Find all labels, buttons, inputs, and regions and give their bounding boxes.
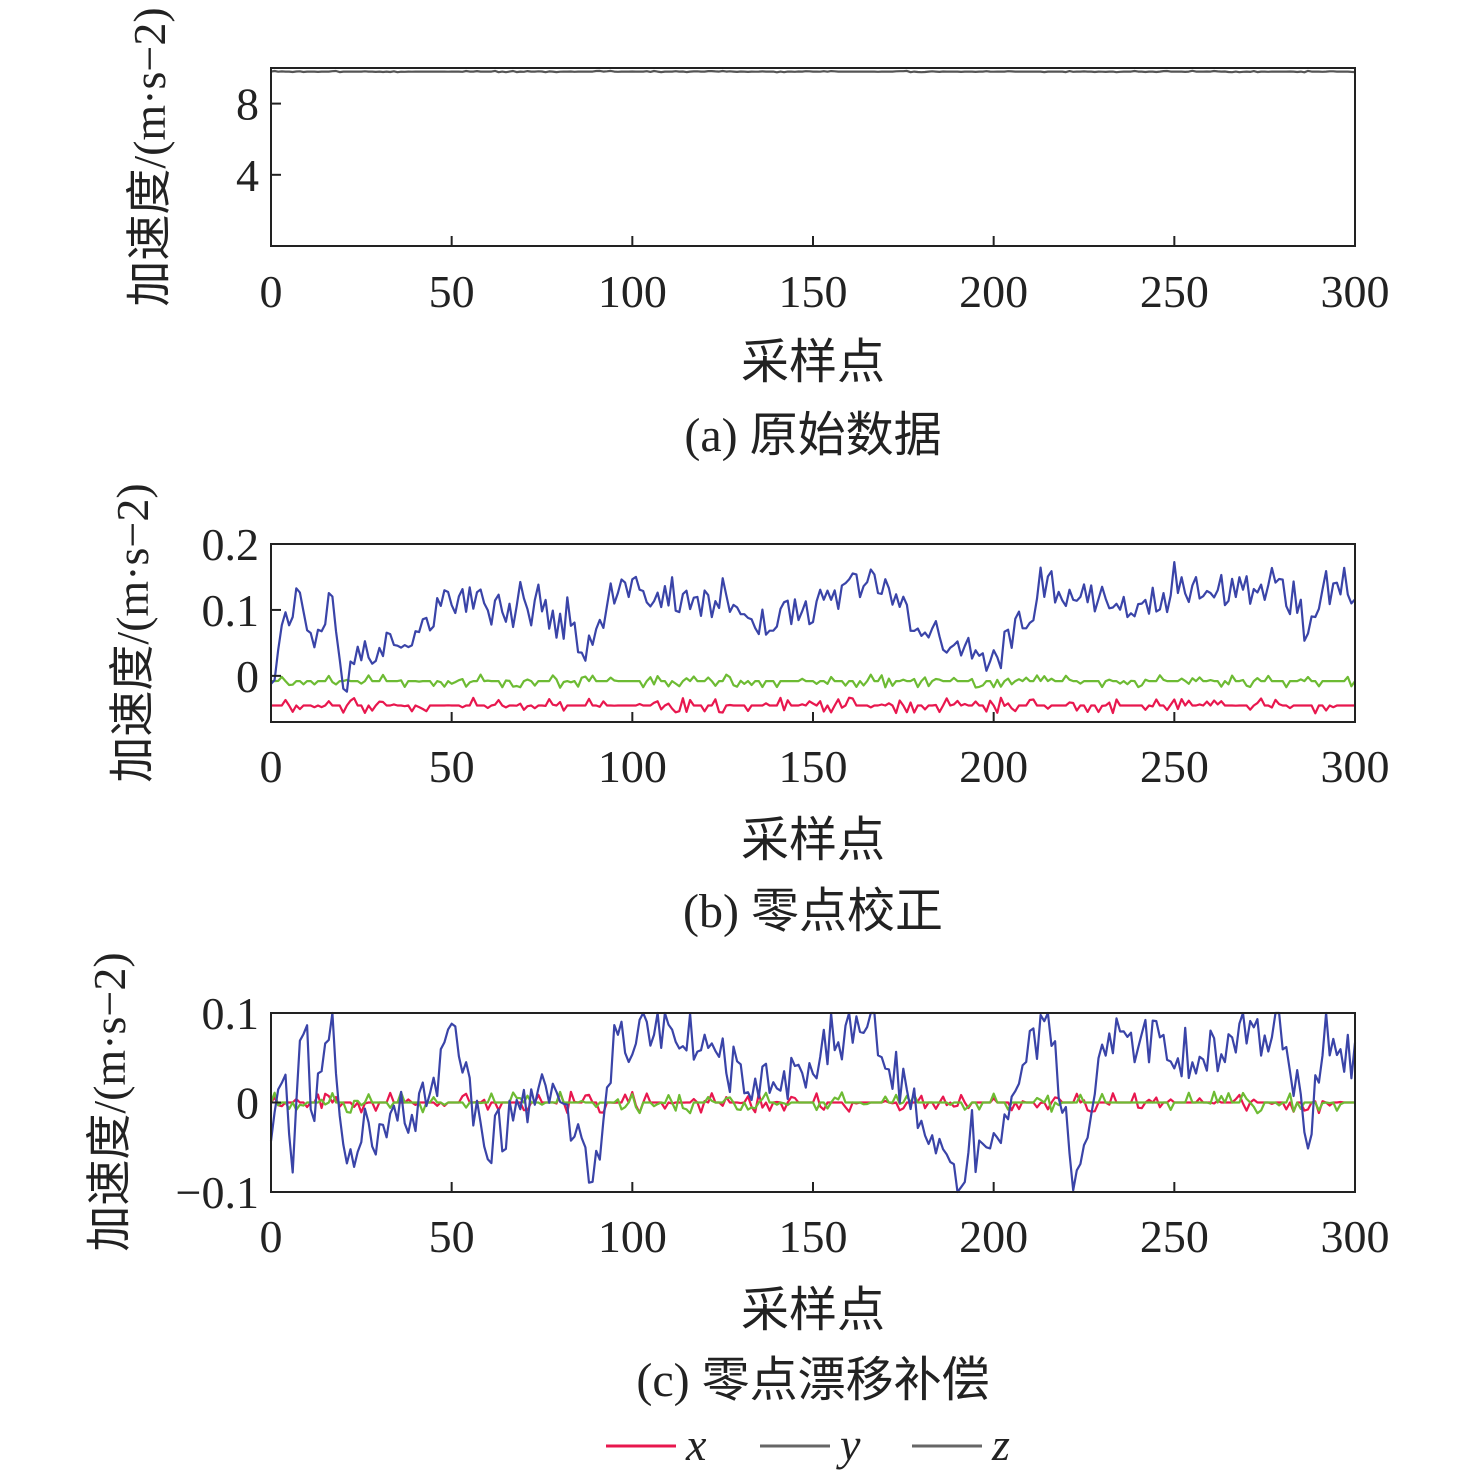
- series-line-x: [271, 696, 1355, 715]
- x-tick-label: 250: [1140, 741, 1209, 792]
- x-axis-label: 采样点: [741, 814, 885, 867]
- y-tick-label: −0.1: [176, 1167, 259, 1218]
- x-tick-label: 50: [429, 266, 475, 317]
- legend-label-z: z: [991, 1419, 1010, 1470]
- series-line-y: [271, 673, 1356, 689]
- x-tick-label: 150: [779, 266, 848, 317]
- legend-label-x: x: [685, 1419, 707, 1470]
- x-tick-label: 50: [429, 741, 475, 792]
- x-axis-label: 采样点: [741, 336, 885, 389]
- series-line-y: [269, 1090, 1355, 1115]
- x-tick-label: 0: [260, 1211, 283, 1262]
- chart-panel-a: 0 50 100 150 200 250 300 4 8 采样点 加速度/(m·s−2) (a) 原始…: [124, 7, 1390, 462]
- series-line-z: [270, 561, 1356, 693]
- x-tick-label: 250: [1140, 1211, 1209, 1262]
- y-tick-label: 0: [236, 1078, 259, 1129]
- y-axis-label: 加速度/(m·s−2): [107, 483, 158, 782]
- series-line-z: [269, 1011, 1357, 1194]
- x-tick-label: 100: [598, 1211, 667, 1262]
- chart-panel-b: 0 50 100 150 200 250 300 0 0.1 0.2 采样点 加速度/(m·s−2) (…: [107, 483, 1390, 938]
- legend: x y z: [606, 1419, 1010, 1470]
- x-tick-label: 200: [959, 741, 1028, 792]
- y-tick-label: 4: [236, 150, 259, 201]
- plot-frame: [270, 67, 1356, 247]
- legend-label-y: y: [836, 1419, 861, 1470]
- x-tick-label: 300: [1321, 1211, 1390, 1262]
- x-tick-label: 150: [779, 1211, 848, 1262]
- series-line-z: [270, 69, 1356, 74]
- x-tick-label: 300: [1321, 741, 1390, 792]
- panel-caption: (b) 零点校正: [683, 885, 943, 938]
- x-tick-label: 100: [598, 741, 667, 792]
- chart-panel-c: 0 50 100 150 200 250 300−0.100.1采样点加速度/(m·s−2)…: [84, 952, 1390, 1407]
- x-axis-label: 采样点: [741, 1284, 885, 1337]
- y-axis-label: 加速度/(m·s−2): [84, 952, 135, 1251]
- x-tick-label: 100: [598, 266, 667, 317]
- y-tick-label: 0.2: [202, 519, 260, 570]
- x-tick-label: 50: [429, 1211, 475, 1262]
- x-tick-label: 0: [260, 266, 283, 317]
- panel-caption: (c) 零点漂移补偿: [636, 1354, 989, 1407]
- y-axis-label: 加速度/(m·s−2): [124, 7, 175, 306]
- x-tick-label: 300: [1321, 266, 1390, 317]
- y-tick-label: 0.1: [202, 988, 260, 1039]
- y-tick-label: 0.1: [202, 585, 260, 636]
- x-tick-label: 200: [959, 1211, 1028, 1262]
- y-tick-label: 0: [236, 651, 259, 702]
- x-tick-label: 250: [1140, 266, 1209, 317]
- x-tick-label: 150: [779, 741, 848, 792]
- plot-frame: [270, 543, 1356, 723]
- x-tick-label: 200: [959, 266, 1028, 317]
- x-tick-label: 0: [260, 741, 283, 792]
- panel-caption: (a) 原始数据: [684, 409, 941, 462]
- y-tick-label: 8: [236, 79, 259, 130]
